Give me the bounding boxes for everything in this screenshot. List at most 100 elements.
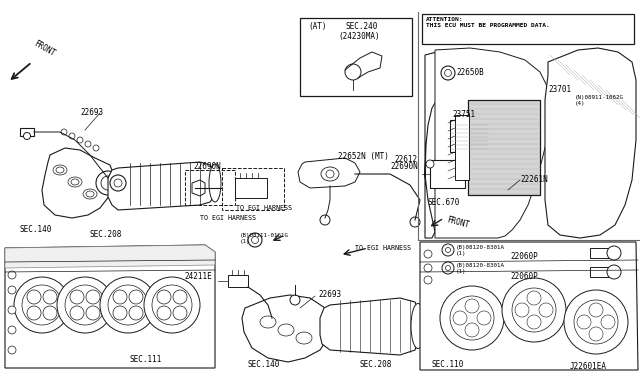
Circle shape bbox=[607, 265, 621, 279]
Text: TO EGI HARNESS: TO EGI HARNESS bbox=[355, 245, 411, 251]
Bar bbox=[422, 14, 634, 44]
Circle shape bbox=[86, 306, 100, 320]
Circle shape bbox=[512, 288, 556, 332]
Circle shape bbox=[14, 277, 70, 333]
Circle shape bbox=[252, 237, 259, 244]
Circle shape bbox=[110, 175, 126, 191]
Circle shape bbox=[564, 290, 628, 354]
Ellipse shape bbox=[260, 316, 276, 328]
Text: SEC.670: SEC.670 bbox=[428, 198, 460, 207]
Ellipse shape bbox=[53, 165, 67, 175]
Circle shape bbox=[453, 311, 467, 325]
Text: J22601EA: J22601EA bbox=[570, 362, 607, 371]
Polygon shape bbox=[435, 48, 550, 238]
Ellipse shape bbox=[86, 191, 94, 197]
Circle shape bbox=[152, 285, 192, 325]
Circle shape bbox=[113, 306, 127, 320]
Circle shape bbox=[173, 290, 187, 304]
Circle shape bbox=[157, 290, 171, 304]
Bar bbox=[235, 178, 267, 198]
Polygon shape bbox=[320, 298, 418, 355]
Text: 22612: 22612 bbox=[395, 155, 418, 164]
Text: 22650B: 22650B bbox=[456, 68, 484, 77]
Circle shape bbox=[450, 296, 494, 340]
Circle shape bbox=[440, 286, 504, 350]
Circle shape bbox=[108, 285, 148, 325]
Circle shape bbox=[442, 244, 454, 256]
Circle shape bbox=[77, 137, 83, 143]
Ellipse shape bbox=[411, 304, 425, 349]
Circle shape bbox=[144, 277, 200, 333]
Ellipse shape bbox=[71, 179, 79, 185]
Circle shape bbox=[43, 290, 57, 304]
Circle shape bbox=[69, 133, 75, 139]
Text: (24230MA): (24230MA) bbox=[338, 32, 380, 41]
Circle shape bbox=[129, 290, 143, 304]
Bar bbox=[450, 120, 490, 152]
Text: 22690N: 22690N bbox=[390, 162, 418, 171]
Text: 22693: 22693 bbox=[318, 290, 341, 299]
Text: (N)08911-1062G
(4): (N)08911-1062G (4) bbox=[575, 95, 624, 106]
Circle shape bbox=[410, 217, 420, 227]
Polygon shape bbox=[545, 48, 636, 238]
Ellipse shape bbox=[321, 167, 339, 181]
Circle shape bbox=[27, 290, 41, 304]
Text: 22652N (MT): 22652N (MT) bbox=[338, 152, 389, 161]
Text: SEC.110: SEC.110 bbox=[432, 360, 465, 369]
Circle shape bbox=[61, 129, 67, 135]
Text: 22261N: 22261N bbox=[520, 175, 548, 184]
Circle shape bbox=[70, 306, 84, 320]
Text: 22693: 22693 bbox=[80, 108, 103, 117]
Bar bbox=[300, 18, 412, 96]
Circle shape bbox=[85, 141, 91, 147]
Polygon shape bbox=[298, 158, 360, 188]
Circle shape bbox=[589, 327, 603, 341]
Text: (B)08120-8301A
(1): (B)08120-8301A (1) bbox=[456, 245, 505, 256]
Circle shape bbox=[577, 315, 591, 329]
Circle shape bbox=[589, 303, 603, 317]
Polygon shape bbox=[5, 245, 215, 268]
Text: 23701: 23701 bbox=[548, 85, 571, 94]
Bar bbox=[590, 267, 610, 277]
Polygon shape bbox=[420, 242, 638, 370]
Circle shape bbox=[424, 250, 432, 258]
Circle shape bbox=[574, 300, 618, 344]
Text: 22060P: 22060P bbox=[510, 272, 538, 281]
Text: TO EGI HARNESS: TO EGI HARNESS bbox=[236, 205, 292, 211]
Polygon shape bbox=[192, 180, 205, 196]
Circle shape bbox=[601, 315, 615, 329]
Bar bbox=[222, 168, 284, 210]
Bar bbox=[185, 170, 235, 205]
Bar bbox=[20, 128, 34, 136]
Circle shape bbox=[248, 233, 262, 247]
Circle shape bbox=[24, 132, 31, 140]
Circle shape bbox=[424, 264, 432, 272]
Circle shape bbox=[445, 266, 451, 270]
Circle shape bbox=[465, 299, 479, 313]
Circle shape bbox=[173, 306, 187, 320]
Bar bbox=[430, 160, 465, 188]
Circle shape bbox=[539, 303, 553, 317]
Circle shape bbox=[129, 306, 143, 320]
Circle shape bbox=[96, 171, 120, 195]
Circle shape bbox=[445, 70, 451, 77]
Text: ATTENTION:
THIS ECU MUST BE PROGRAMMED DATA.: ATTENTION: THIS ECU MUST BE PROGRAMMED D… bbox=[426, 17, 550, 28]
Circle shape bbox=[43, 306, 57, 320]
Circle shape bbox=[157, 306, 171, 320]
Circle shape bbox=[502, 278, 566, 342]
Circle shape bbox=[424, 276, 432, 284]
Circle shape bbox=[8, 286, 16, 294]
Circle shape bbox=[113, 290, 127, 304]
Text: (AT): (AT) bbox=[308, 22, 326, 31]
Ellipse shape bbox=[278, 324, 294, 336]
Circle shape bbox=[101, 176, 115, 190]
Text: 23751: 23751 bbox=[452, 110, 475, 119]
Circle shape bbox=[445, 247, 451, 253]
Polygon shape bbox=[242, 295, 330, 362]
Circle shape bbox=[114, 179, 122, 187]
Bar bbox=[455, 115, 469, 180]
Text: SEC.208: SEC.208 bbox=[360, 360, 392, 369]
Text: FRONT: FRONT bbox=[446, 215, 470, 230]
Text: TO EGI HARNESS: TO EGI HARNESS bbox=[200, 215, 256, 221]
Text: SEC.240: SEC.240 bbox=[345, 22, 378, 31]
